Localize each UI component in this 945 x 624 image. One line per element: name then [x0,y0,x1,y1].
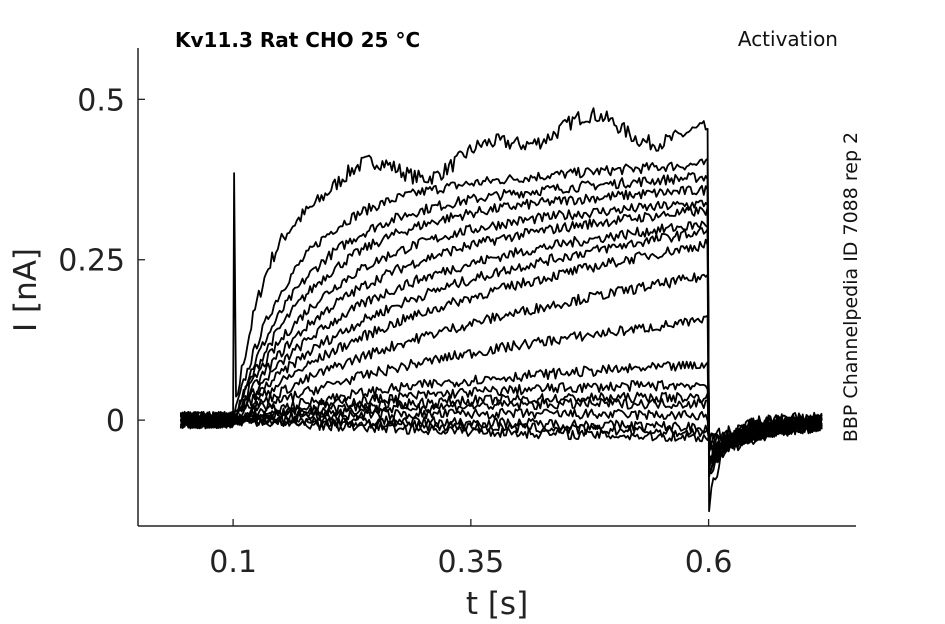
traces-group [179,107,823,513]
y-tick-label: 0 [106,404,125,439]
current-trace [179,314,823,461]
x-tick-label: 0.6 [685,545,733,580]
current-trace [179,411,823,455]
y-tick-label: 0.5 [77,83,125,118]
side-label: BBP Channelpedia ID 7088 rep 2 [840,132,862,442]
ticks-group: 0.1 0.35 0.6 0 0.25 0.5 [58,83,732,580]
current-trace [180,360,823,457]
y-axis-label: I [nA] [8,248,44,332]
x-tick-label: 0.35 [437,545,504,580]
chart-title: Kv11.3 Rat CHO 25 °C [175,28,420,52]
current-trace [179,206,823,468]
current-trace [179,411,823,443]
current-trace [179,397,823,450]
protocol-label: Activation [738,27,838,51]
current-trace [179,227,823,463]
x-tick-label: 0.1 [209,545,257,580]
current-trace [179,107,823,513]
current-trace [179,391,823,454]
y-tick-label: 0.25 [58,244,125,279]
x-axis-label: t [s] [466,586,528,622]
